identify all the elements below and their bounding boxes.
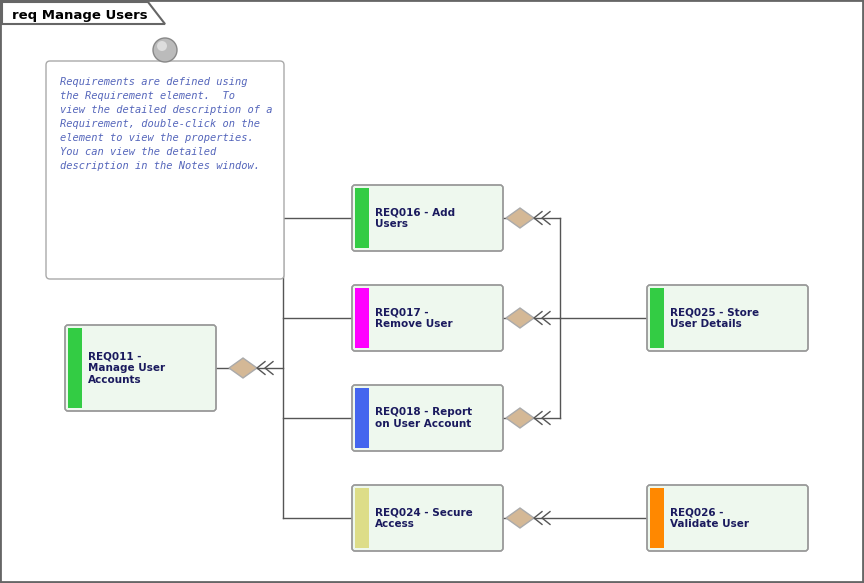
Bar (650, 488, 664, 548)
Bar (355, 488, 369, 548)
Text: REQ025 - Store
User Details: REQ025 - Store User Details (670, 307, 759, 329)
Bar (68, 328, 82, 408)
FancyBboxPatch shape (352, 485, 503, 551)
Circle shape (157, 41, 167, 51)
Text: REQ018 - Report
on User Account: REQ018 - Report on User Account (375, 407, 472, 429)
Text: REQ011 -
Manage User
Accounts: REQ011 - Manage User Accounts (88, 352, 165, 385)
FancyBboxPatch shape (352, 185, 503, 251)
Polygon shape (506, 208, 534, 228)
FancyBboxPatch shape (46, 61, 284, 279)
Text: req Manage Users: req Manage Users (12, 9, 148, 23)
Polygon shape (506, 408, 534, 428)
Polygon shape (506, 508, 534, 528)
FancyBboxPatch shape (647, 285, 808, 351)
Text: REQ026 -
Validate User: REQ026 - Validate User (670, 507, 749, 529)
Polygon shape (229, 358, 257, 378)
Text: REQ024 - Secure
Access: REQ024 - Secure Access (375, 507, 473, 529)
Polygon shape (506, 308, 534, 328)
FancyBboxPatch shape (352, 385, 503, 451)
FancyBboxPatch shape (647, 485, 808, 551)
Text: REQ016 - Add
Users: REQ016 - Add Users (375, 207, 455, 229)
FancyBboxPatch shape (352, 285, 503, 351)
Text: REQ017 -
Remove User: REQ017 - Remove User (375, 307, 453, 329)
FancyBboxPatch shape (65, 325, 216, 411)
Bar (355, 388, 369, 448)
Bar (355, 288, 369, 348)
Bar (650, 288, 664, 348)
Circle shape (153, 38, 177, 62)
Text: Requirements are defined using
the Requirement element.  To
view the detailed de: Requirements are defined using the Requi… (60, 77, 272, 171)
Polygon shape (2, 2, 165, 24)
Bar (355, 188, 369, 248)
